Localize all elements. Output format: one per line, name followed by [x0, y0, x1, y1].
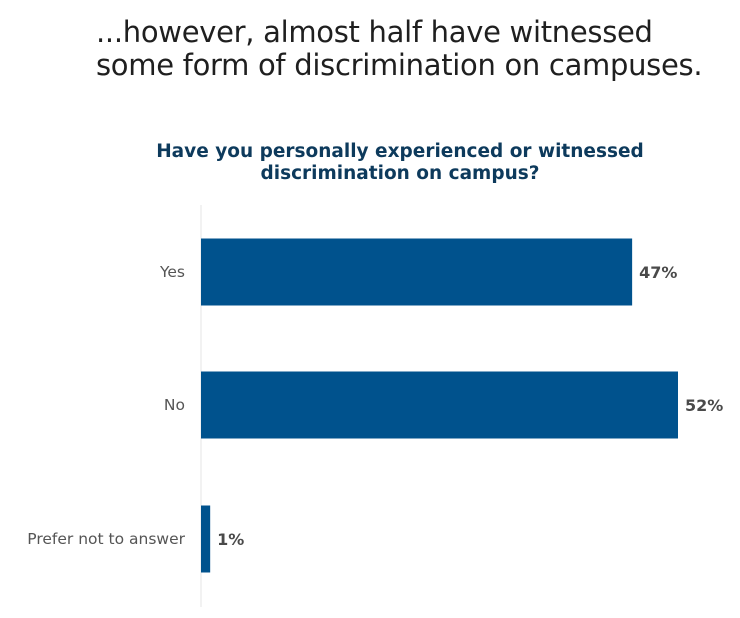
headline-line-1: ...however, almost half have witnessed [96, 15, 653, 49]
chart-title-line-1: Have you personally experienced or witne… [156, 141, 644, 162]
value-label-2: 52% [685, 396, 723, 415]
headline-line-2: some form of discrimination on campuses. [96, 48, 703, 82]
chart-title-line-2: discrimination on campus? [260, 163, 540, 184]
headline: ...however, almost half have witnessed s… [96, 16, 736, 82]
bar-3 [201, 505, 211, 573]
category-label-3: Prefer not to answer [27, 530, 185, 548]
bars-group: Yes 47% No 52% Prefer not to answer 1% [27, 238, 723, 573]
bar-2 [201, 371, 678, 439]
category-label-1: Yes [159, 263, 185, 281]
chart-title: Have you personally experienced or witne… [100, 141, 700, 185]
bar-1 [201, 238, 633, 306]
value-label-3: 1% [217, 530, 244, 549]
category-label-2: No [164, 396, 185, 414]
value-label-1: 47% [639, 263, 677, 282]
